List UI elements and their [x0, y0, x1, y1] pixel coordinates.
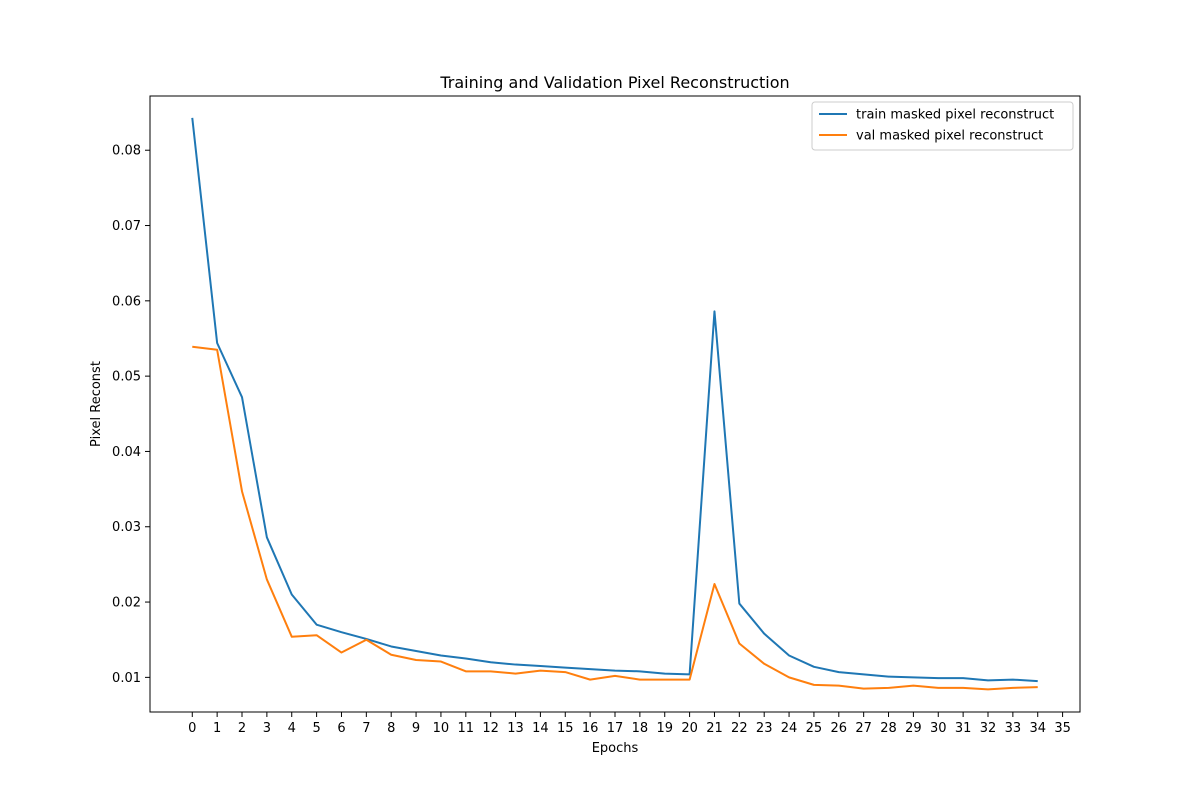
- y-tick-label: 0.04: [112, 445, 141, 460]
- x-axis: 0 1 2 3 4 5 6 7 8 9 10 11 12 13 14 15 16 17 18 19 20 21 22 23 24…: [188, 712, 1071, 736]
- y-tick-label: 0.02: [112, 596, 141, 611]
- legend-label-1: val masked pixel reconstruct: [856, 129, 1043, 144]
- x-tick-label: 13: [507, 721, 524, 736]
- plot-area: [149, 95, 1081, 713]
- x-tick-label: 2: [238, 721, 246, 736]
- x-tick-label: 30: [930, 721, 947, 736]
- x-tick-label: 6: [337, 721, 345, 736]
- x-tick-label: 16: [582, 721, 599, 736]
- x-tick-label: 9: [412, 721, 420, 736]
- x-tick-label: 35: [1054, 721, 1071, 736]
- chart-title: Training and Validation Pixel Reconstruc…: [439, 73, 789, 92]
- x-tick-label: 27: [855, 721, 872, 736]
- y-tick-label: 0.03: [112, 520, 141, 535]
- y-tick-label: 0.05: [112, 370, 141, 385]
- legend: train masked pixel reconstruct val masked…: [811, 101, 1074, 151]
- x-tick-label: 31: [955, 721, 972, 736]
- x-tick-label: 24: [781, 721, 798, 736]
- x-axis-label: Epochs: [592, 741, 639, 756]
- x-tick-label: 1: [213, 721, 221, 736]
- y-tick-label: 0.08: [112, 144, 141, 159]
- x-tick-label: 20: [681, 721, 698, 736]
- y-tick-label: 0.01: [112, 671, 141, 686]
- x-tick-label: 25: [806, 721, 823, 736]
- x-tick-label: 26: [831, 721, 848, 736]
- x-tick-label: 33: [1005, 721, 1022, 736]
- x-tick-label: 7: [362, 721, 370, 736]
- y-axis: 0.01 0.02 0.03 0.04 0.05 0.06 0.07 0.08: [112, 144, 150, 686]
- y-tick-label: 0.06: [112, 294, 141, 309]
- x-tick-label: 10: [433, 721, 450, 736]
- x-tick-label: 8: [387, 721, 395, 736]
- y-axis-label: Pixel Reconst: [89, 361, 104, 447]
- y-tick-label: 0.07: [112, 219, 141, 234]
- series-line-0: [191, 117, 1038, 683]
- x-tick-label: 12: [482, 721, 499, 736]
- x-tick-label: 29: [905, 721, 922, 736]
- legend-box: [811, 101, 1074, 151]
- legend-label-0: train masked pixel reconstruct: [856, 108, 1054, 123]
- x-tick-label: 4: [288, 721, 296, 736]
- x-tick-label: 19: [656, 721, 673, 736]
- x-tick-label: 5: [312, 721, 320, 736]
- x-tick-label: 11: [458, 721, 475, 736]
- x-tick-label: 32: [980, 721, 997, 736]
- x-tick-label: 18: [632, 721, 649, 736]
- x-tick-label: 15: [557, 721, 574, 736]
- plot-frame: [149, 95, 1081, 713]
- series-line-1: [192, 345, 1038, 691]
- x-tick-label: 22: [731, 721, 748, 736]
- x-tick-label: 28: [880, 721, 897, 736]
- x-tick-label: 23: [756, 721, 773, 736]
- x-tick-label: 0: [188, 721, 196, 736]
- x-tick-label: 34: [1029, 721, 1046, 736]
- x-tick-label: 21: [706, 721, 723, 736]
- x-tick-label: 3: [263, 721, 271, 736]
- x-tick-label: 14: [532, 721, 549, 736]
- x-tick-label: 17: [607, 721, 624, 736]
